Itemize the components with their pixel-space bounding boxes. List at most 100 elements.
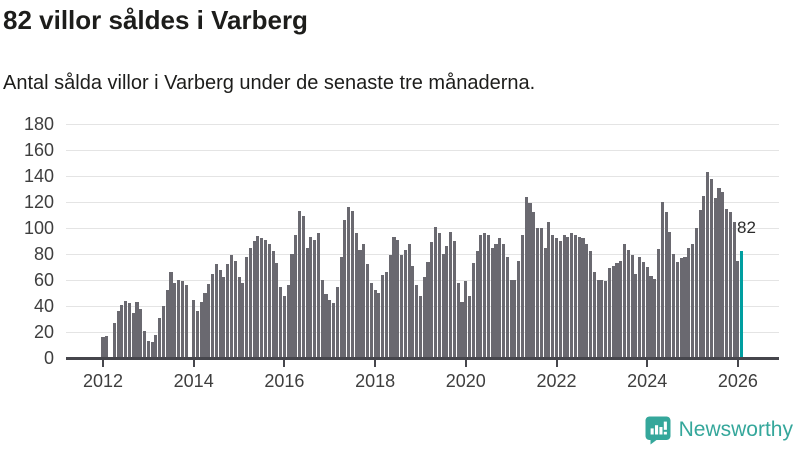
y-tick-label: 60: [33, 270, 54, 290]
bar: [377, 293, 381, 358]
bar: [585, 243, 589, 358]
bar: [267, 243, 271, 358]
bar: [675, 261, 679, 358]
y-tick-label: 100: [23, 218, 54, 238]
x-tick-label: 2022: [536, 371, 577, 391]
bar: [347, 207, 351, 358]
x-tick: [646, 359, 649, 367]
bar: [127, 303, 131, 358]
chart-subtitle: Antal sålda villor i Varberg under de se…: [3, 72, 536, 94]
bar: [426, 261, 430, 358]
bar: [634, 273, 638, 358]
bar: [120, 304, 124, 358]
bar: [437, 233, 441, 358]
bar: [116, 311, 120, 358]
x-tick-label: 2012: [82, 371, 124, 391]
bar: [668, 231, 672, 358]
bar: [392, 237, 396, 358]
x-tick-label: 2014: [173, 371, 214, 391]
bar: [233, 260, 237, 358]
bar: [297, 211, 302, 358]
y-tick-label: 120: [23, 192, 54, 212]
bar: [331, 303, 336, 358]
chart-title: 82 villor såldes i Varberg: [3, 5, 308, 35]
bar: [570, 233, 574, 358]
gridline: [66, 123, 779, 125]
bar: [456, 282, 460, 358]
highlight-value-label: 82: [737, 218, 756, 237]
y-tick-label: 140: [23, 166, 54, 186]
gridline: [66, 305, 779, 307]
bar: [611, 265, 615, 358]
bar-highlight: [740, 251, 744, 358]
bar: [649, 276, 653, 358]
bar: [184, 285, 188, 358]
y-tick-label: 80: [33, 244, 54, 264]
bar: [245, 256, 249, 358]
bar: [536, 228, 540, 358]
bar: [452, 241, 456, 358]
bar: [558, 241, 562, 358]
bar: [483, 233, 487, 358]
x-tick: [464, 359, 467, 367]
newsworthy-logo: Newsworthy: [644, 415, 793, 445]
bar: [237, 277, 241, 358]
bar: [513, 280, 517, 358]
bar: [154, 334, 158, 358]
bar: [679, 257, 683, 358]
bar: [702, 195, 706, 358]
bar: [460, 302, 464, 358]
bar: [588, 251, 593, 358]
bar: [309, 237, 313, 358]
bar: [728, 212, 732, 358]
bar: [177, 280, 181, 358]
bar: [354, 233, 358, 358]
bar: [365, 264, 370, 358]
bar: [260, 238, 264, 358]
x-tick: [102, 359, 104, 367]
bar: [430, 242, 434, 358]
x-tick-label: 2020: [445, 371, 486, 391]
bar: [638, 256, 642, 358]
x-tick: [283, 359, 286, 367]
bar: [694, 228, 698, 358]
bar: [709, 178, 713, 358]
bar: [434, 226, 438, 358]
bar: [528, 203, 532, 358]
gridline: [66, 149, 779, 151]
bar: [706, 172, 710, 358]
gridline: [66, 253, 779, 255]
bar: [218, 269, 222, 358]
bar: [415, 285, 419, 358]
bar: [645, 267, 649, 358]
bar: [592, 272, 596, 358]
bar: [441, 254, 445, 358]
bar: [388, 255, 392, 358]
bar: [248, 247, 252, 358]
bar: [653, 278, 657, 358]
bar: [619, 260, 623, 358]
bar: [369, 282, 373, 358]
bar: [161, 306, 165, 358]
x-tick: [736, 359, 739, 367]
x-tick: [192, 359, 195, 367]
bar: [725, 208, 729, 358]
bar: [607, 268, 611, 358]
newsworthy-wordmark: Newsworthy: [678, 418, 793, 441]
bar: [328, 299, 332, 358]
bar: [180, 281, 184, 358]
bar: [509, 280, 513, 358]
bar: [551, 234, 555, 358]
y-tick-label: 20: [33, 322, 54, 342]
bar: [604, 281, 608, 358]
bar: [252, 241, 256, 358]
bar: [554, 238, 559, 358]
bar: [449, 231, 453, 358]
bar: [464, 281, 468, 358]
bar: [732, 221, 736, 358]
bar: [547, 221, 551, 358]
bar: [656, 248, 661, 358]
bar: [471, 263, 475, 358]
bar: [577, 237, 581, 358]
bar: [173, 282, 177, 358]
